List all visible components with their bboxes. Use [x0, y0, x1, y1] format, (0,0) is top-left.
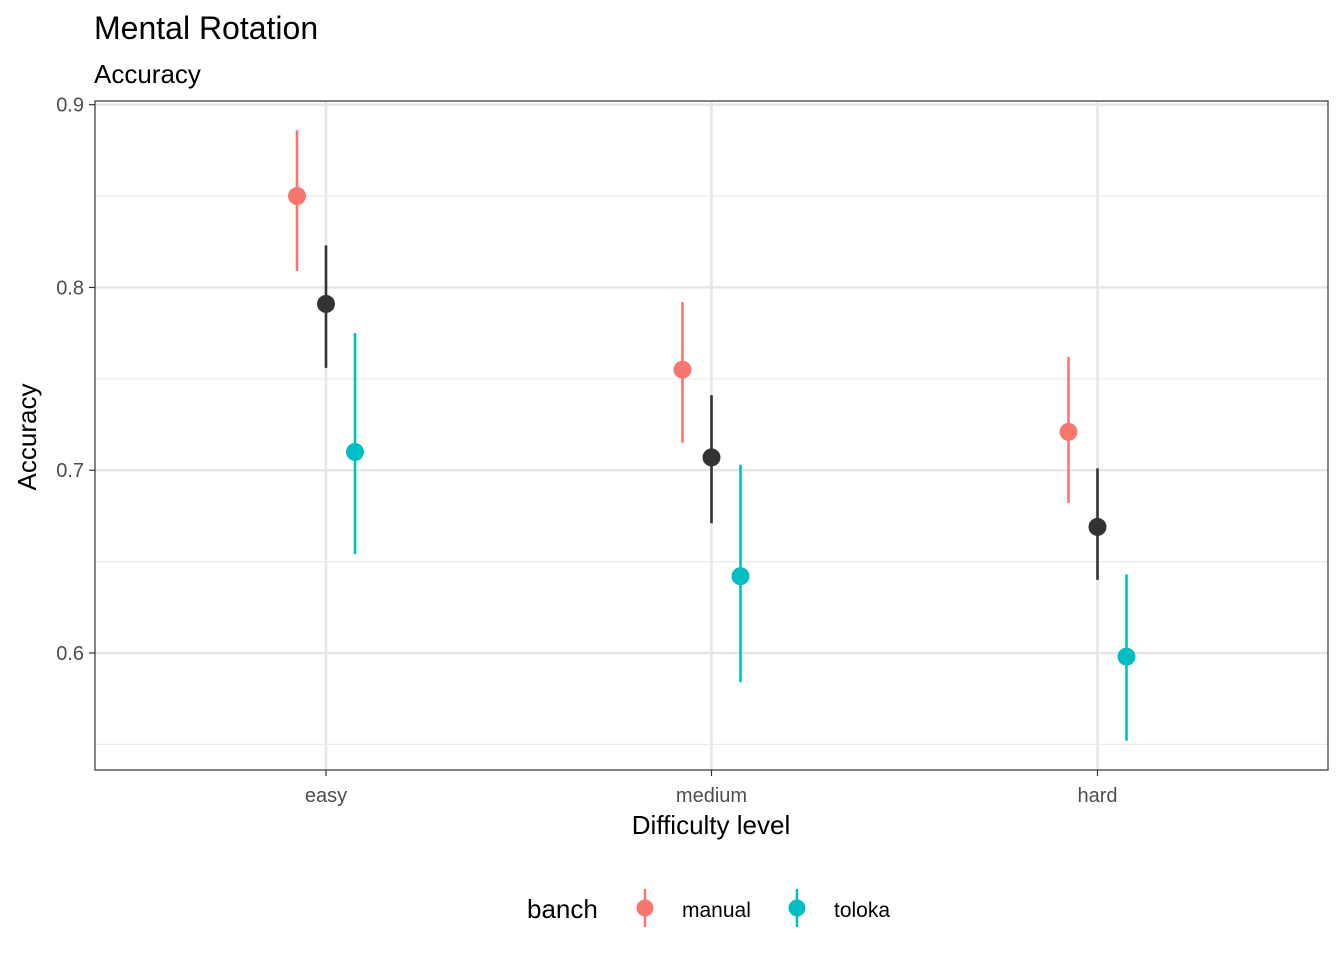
legend-key-point-toloka [788, 899, 806, 917]
legend-item-manual: manual [636, 889, 751, 927]
point-toloka-medium [731, 567, 750, 586]
point-overall-hard [1088, 517, 1107, 536]
x-axis-title: Difficulty level [632, 810, 790, 840]
data-layer [288, 130, 1136, 741]
point-manual-medium [673, 360, 692, 379]
y-tick-label-2: 0.8 [56, 277, 84, 299]
tick-layer: 0.6 0.7 0.8 0.9 easy medium hard [56, 95, 1117, 807]
legend-key-point-manual [636, 899, 654, 917]
point-manual-hard [1059, 422, 1078, 441]
point-toloka-easy [346, 442, 364, 461]
x-tick-label-medium: medium [676, 785, 747, 807]
point-manual-easy [288, 187, 306, 206]
y-tick-label-3: 0.9 [56, 95, 84, 117]
x-tick-label-easy: easy [305, 785, 347, 807]
legend-label-toloka: toloka [834, 899, 890, 922]
chart-title: Mental Rotation [94, 10, 318, 46]
legend: banch manual toloka [527, 889, 890, 927]
point-overall-easy [317, 294, 335, 313]
legend-item-toloka: toloka [788, 889, 890, 927]
point-toloka-hard [1117, 647, 1136, 666]
y-axis-title: Accuracy [12, 384, 42, 491]
x-tick-label-hard: hard [1077, 785, 1117, 807]
y-tick-label-0: 0.6 [56, 643, 84, 665]
chart-subtitle: Accuracy [94, 59, 201, 89]
point-overall-medium [702, 448, 721, 467]
legend-title: banch [527, 894, 598, 924]
grid-layer [95, 101, 1328, 770]
legend-label-manual: manual [682, 899, 751, 922]
y-tick-label-1: 0.7 [56, 460, 84, 482]
